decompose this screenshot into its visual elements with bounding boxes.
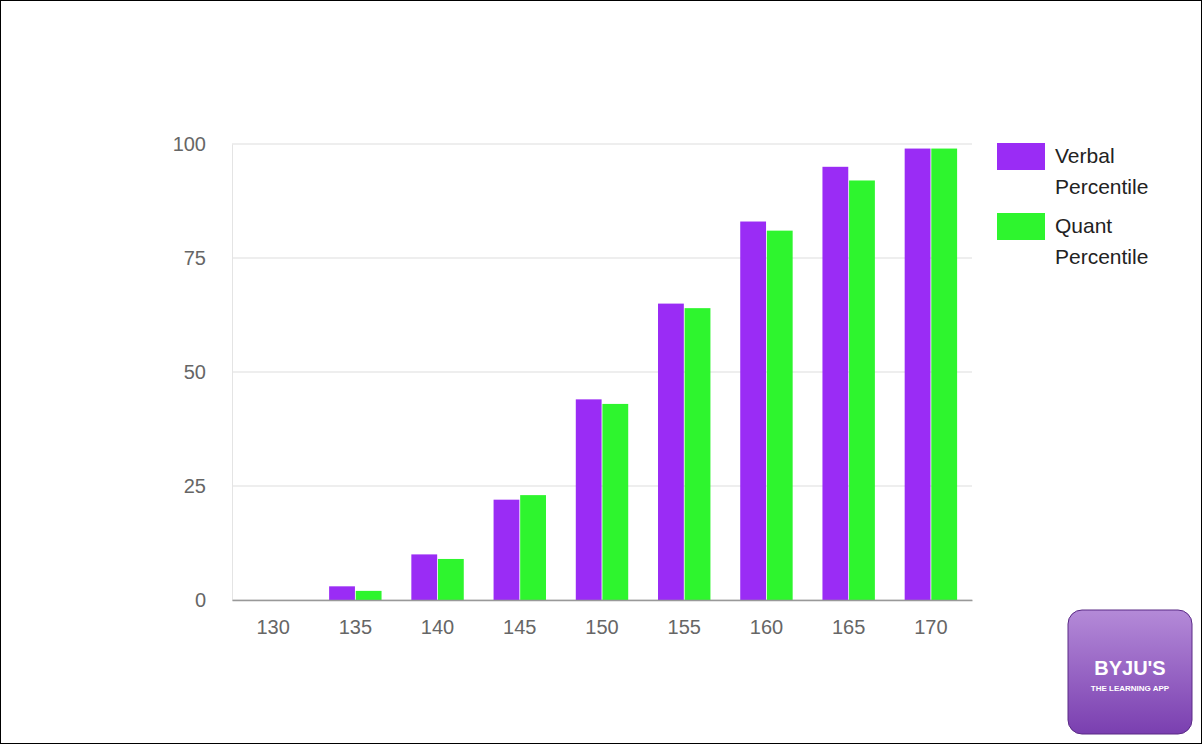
legend-swatch (997, 213, 1045, 240)
y-tick: 50 (184, 361, 232, 383)
bar (849, 180, 875, 600)
bar (767, 231, 793, 600)
y-tick-label: 50 (184, 361, 206, 383)
x-tick-label: 170 (914, 616, 947, 638)
x-tick: 145 (503, 600, 536, 638)
x-tick: 165 (832, 600, 865, 638)
logo-text: THE LEARNING APP (1091, 684, 1170, 693)
x-tick: 140 (421, 600, 454, 638)
bar (740, 222, 766, 600)
bar-series (356, 149, 957, 600)
x-tick-label: 130 (256, 616, 289, 638)
grid (232, 144, 972, 600)
grid-line (232, 144, 972, 145)
x-tick: 135 (339, 600, 372, 638)
y-tick-label: 25 (184, 475, 206, 497)
bar (905, 149, 931, 600)
y-tick: 100 (173, 133, 232, 155)
legend-label: VerbalPercentile (1055, 144, 1148, 198)
bar (356, 591, 382, 600)
bar (438, 559, 464, 600)
bar (494, 500, 520, 600)
bar (822, 167, 848, 600)
x-tick-label: 140 (421, 616, 454, 638)
logo-text: BYJU'S (1094, 657, 1165, 679)
bar (411, 554, 437, 600)
bar-series (329, 149, 930, 600)
x-tick-label: 145 (503, 616, 536, 638)
y-tick: 0 (195, 589, 232, 611)
y-tick-label: 75 (184, 247, 206, 269)
x-tick-label: 155 (668, 616, 701, 638)
frame (1, 1, 1202, 744)
y-tick-label: 100 (173, 133, 206, 155)
legend-swatch (997, 143, 1045, 170)
bar (602, 404, 628, 600)
x-tick: 130 (256, 600, 289, 638)
x-tick-label: 150 (585, 616, 618, 638)
chart: 0 25 50 75 100 130 135 140 145 150 155 160 165 170 Ver… (0, 0, 1202, 744)
legend-label: QuantPercentile (1055, 214, 1148, 268)
x-tick: 150 (585, 600, 618, 638)
x-axis: 130 135 140 145 150 155 160 165 170 (233, 600, 973, 638)
x-tick: 155 (668, 600, 701, 638)
bars (329, 149, 957, 600)
x-tick-label: 160 (750, 616, 783, 638)
y-axis-line (232, 145, 233, 601)
x-axis-line (233, 600, 973, 602)
logo: BYJU'S THE LEARNING APP (1068, 610, 1192, 734)
legend: VerbalPercentile QuantPercentile (997, 143, 1148, 268)
bar (931, 149, 957, 600)
logo-badge (1068, 610, 1192, 734)
bar (685, 308, 711, 600)
y-tick: 25 (184, 475, 232, 497)
x-tick-label: 135 (339, 616, 372, 638)
x-tick-label: 165 (832, 616, 865, 638)
bar (576, 399, 602, 600)
bar (658, 304, 684, 600)
bar (329, 586, 355, 600)
y-tick-label: 0 (195, 589, 206, 611)
y-tick: 75 (184, 247, 232, 269)
y-axis: 0 25 50 75 100 (173, 133, 233, 611)
x-tick: 160 (750, 600, 783, 638)
bar (520, 495, 546, 600)
x-tick: 170 (914, 600, 947, 638)
